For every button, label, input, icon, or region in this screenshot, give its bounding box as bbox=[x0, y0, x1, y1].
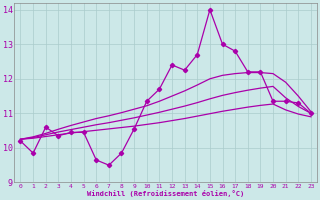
X-axis label: Windchill (Refroidissement éolien,°C): Windchill (Refroidissement éolien,°C) bbox=[87, 190, 244, 197]
